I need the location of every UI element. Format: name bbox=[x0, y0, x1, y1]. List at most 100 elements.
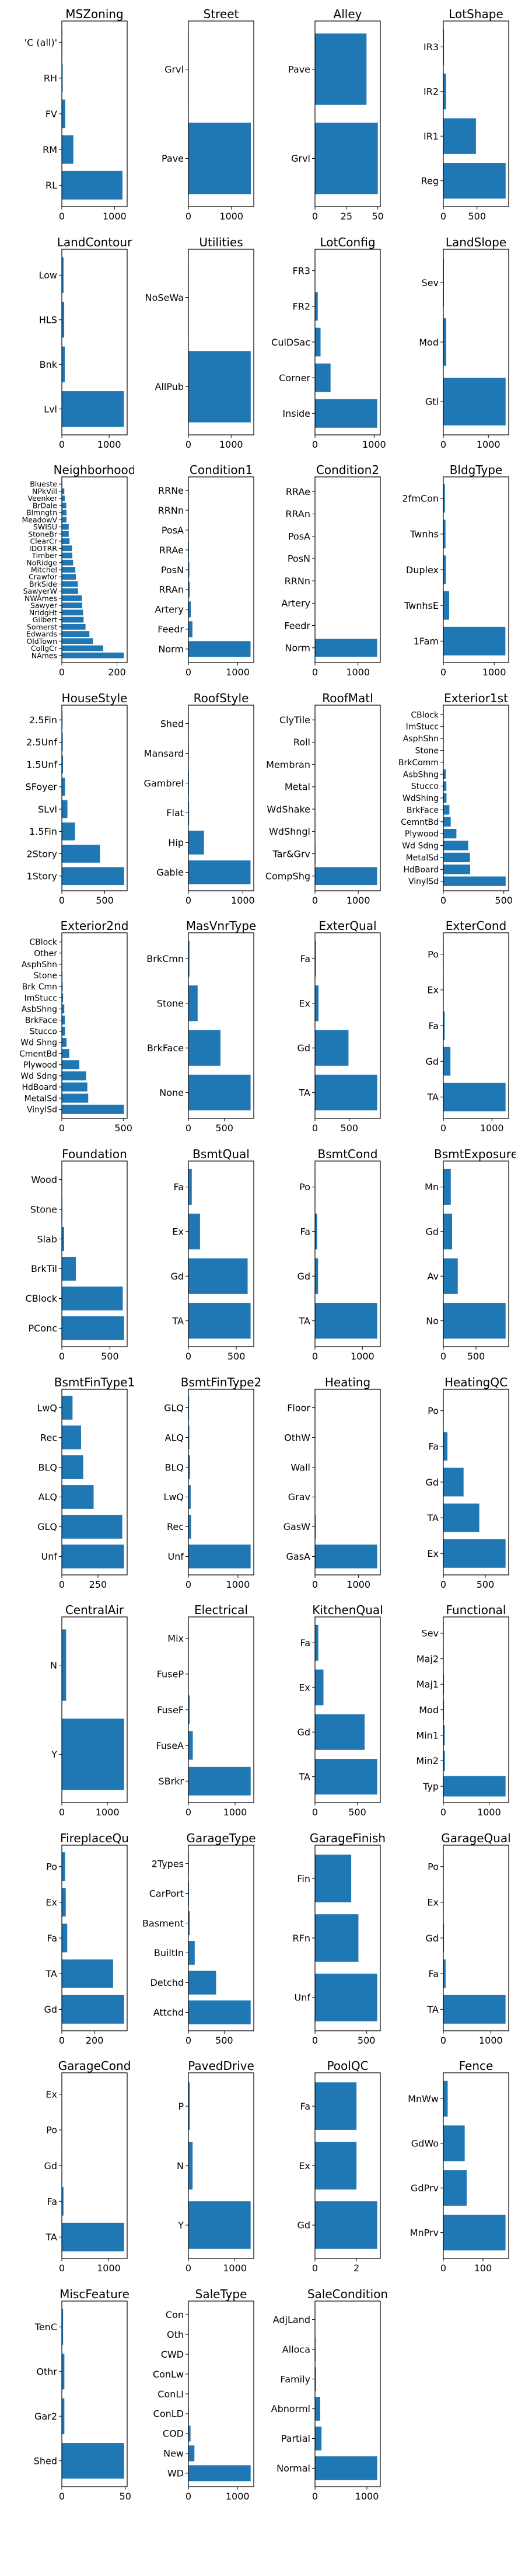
y-tick-label: Unf bbox=[295, 1992, 311, 2003]
chart-title: Fence bbox=[459, 2060, 494, 2073]
y-tick-label: NridgHt bbox=[29, 608, 57, 617]
bar-gilbert bbox=[62, 616, 84, 623]
bar-cblock bbox=[62, 1287, 123, 1310]
y-tick-label: Ex bbox=[299, 998, 310, 1009]
bar-ta bbox=[315, 1303, 377, 1339]
y-tick-label: Partial bbox=[281, 2433, 310, 2444]
y-tick-label: Gd bbox=[425, 1056, 439, 1067]
x-tick-label: 1000 bbox=[226, 667, 250, 678]
bar-ex bbox=[443, 1539, 506, 1568]
x-tick-label: 0 bbox=[186, 1579, 191, 1590]
y-tick-label: CBlock bbox=[411, 710, 439, 720]
bar-ta bbox=[188, 1303, 251, 1339]
bar-fa bbox=[62, 2187, 64, 2216]
chart-title: Condition1 bbox=[190, 464, 253, 477]
y-tick-label: AsphShn bbox=[22, 960, 57, 970]
bar-gdwo bbox=[443, 2125, 465, 2162]
y-tick-label: RRNn bbox=[285, 576, 310, 587]
y-tick-label: MeadowV bbox=[22, 515, 58, 524]
bar-plywood bbox=[62, 1060, 80, 1069]
bar-fa bbox=[315, 941, 316, 977]
bar-oldtown bbox=[62, 638, 93, 644]
bar-veenker bbox=[62, 495, 65, 501]
y-tick-label: Basment bbox=[142, 1918, 184, 1929]
y-tick-label: Stucco bbox=[30, 1027, 57, 1037]
chart-title: SaleCondition bbox=[307, 2288, 387, 2301]
y-tick-label: BrkSide bbox=[29, 580, 57, 588]
y-tick-label: Membran bbox=[266, 759, 310, 770]
x-tick-label: 0 bbox=[440, 211, 446, 222]
y-tick-label: Gd bbox=[170, 1271, 184, 1282]
chart-title: BsmtExposure bbox=[434, 1148, 516, 1161]
y-tick-label: Fa bbox=[300, 1226, 310, 1238]
x-tick-label: 0 bbox=[59, 2035, 65, 2046]
y-tick-label: NAmes bbox=[32, 651, 57, 660]
y-tick-label: PosA bbox=[162, 525, 184, 536]
chart-title: FireplaceQu bbox=[60, 1832, 129, 1845]
bar-ta bbox=[443, 1503, 480, 1532]
bar-brktil bbox=[62, 1257, 76, 1281]
bar-pave bbox=[315, 33, 367, 105]
chart-title: BsmtCond bbox=[317, 1148, 377, 1161]
y-tick-label: Po bbox=[428, 949, 439, 960]
y-tick-label: VinylSd bbox=[408, 877, 439, 887]
y-tick-label: Y bbox=[177, 2220, 184, 2231]
bar-mn bbox=[443, 1169, 451, 1205]
axes-frame bbox=[443, 20, 509, 207]
x-tick-label: 500 bbox=[215, 1123, 233, 1134]
y-tick-label: BrkFace bbox=[407, 806, 439, 815]
y-tick-label: Grvl bbox=[164, 64, 184, 75]
chart-title: Street bbox=[204, 8, 239, 21]
bar-av bbox=[443, 1258, 458, 1294]
y-tick-label: OldTown bbox=[26, 637, 57, 646]
y-tick-label: FuseP bbox=[157, 1669, 184, 1680]
bar-wd-sdng bbox=[62, 1071, 86, 1081]
x-tick-label: 1000 bbox=[219, 211, 243, 222]
axes-frame bbox=[188, 248, 254, 435]
bar-hls bbox=[62, 301, 65, 337]
x-tick-label: 0 bbox=[186, 211, 191, 222]
x-tick-label: 1000 bbox=[362, 439, 386, 450]
y-tick-label: Ex bbox=[427, 1897, 439, 1908]
x-tick-label: 0 bbox=[186, 1351, 191, 1362]
y-tick-label: Othr bbox=[36, 2366, 57, 2378]
bar-nridght bbox=[62, 609, 83, 616]
axes-frame bbox=[314, 1160, 381, 1347]
chart-centralair: CentralAir Y N 0 1000 bbox=[50, 1604, 128, 1818]
chart-bsmtfintype2: BsmtFinType2 Unf Rec LwQ BLQ ALQ GLQ 0 1000 bbox=[163, 1376, 261, 1590]
y-tick-label: BrkComm bbox=[398, 758, 439, 768]
bar-corner bbox=[315, 363, 331, 392]
bar-sawyer bbox=[62, 602, 82, 609]
bar-ex bbox=[315, 985, 319, 1022]
y-tick-label: Brk Cmn bbox=[22, 983, 57, 992]
bar-gd bbox=[443, 1047, 451, 1076]
x-tick-label: 1000 bbox=[219, 439, 243, 450]
y-tick-label: IR3 bbox=[424, 41, 439, 53]
y-tick-label: Other bbox=[34, 949, 57, 958]
axes-frame bbox=[61, 705, 128, 891]
y-tick-label: N bbox=[177, 2160, 184, 2171]
y-tick-label: SWISU bbox=[33, 522, 57, 531]
y-tick-label: New bbox=[163, 2448, 184, 2459]
bar-fa bbox=[315, 2082, 357, 2131]
y-tick-label: Gd bbox=[297, 1271, 310, 1282]
y-tick-label: Attchd bbox=[153, 2007, 184, 2018]
x-tick-label: 1000 bbox=[355, 2491, 379, 2502]
chart-title: MSZoning bbox=[65, 8, 124, 21]
y-tick-label: Fa bbox=[428, 1441, 439, 1452]
bar-metalsd bbox=[443, 852, 470, 862]
bar-fa bbox=[315, 1214, 317, 1250]
y-tick-label: Gilbert bbox=[33, 615, 57, 624]
x-tick-label: 500 bbox=[467, 1351, 485, 1362]
x-tick-label: 0 bbox=[186, 667, 191, 678]
bar-swisu bbox=[62, 524, 69, 530]
bar-rec bbox=[188, 1514, 191, 1539]
y-tick-label: Gd bbox=[297, 2220, 310, 2231]
x-tick-label: 0 bbox=[440, 439, 446, 450]
x-tick-label: 500 bbox=[228, 1351, 246, 1362]
y-tick-label: PosN bbox=[288, 553, 310, 564]
bar-brkcmn bbox=[188, 941, 190, 977]
y-tick-label: Family bbox=[281, 2373, 310, 2385]
bar-mnww bbox=[443, 2081, 448, 2117]
x-tick-label: 0 bbox=[59, 1807, 65, 1818]
